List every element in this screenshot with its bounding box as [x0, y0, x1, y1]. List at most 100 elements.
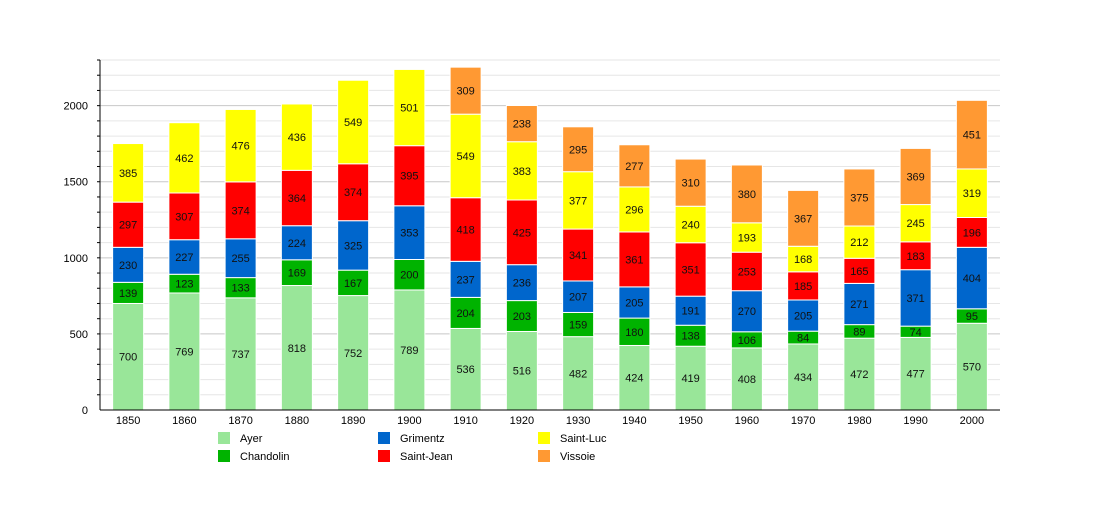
data-label: 536	[456, 364, 474, 376]
data-label: 123	[175, 279, 193, 291]
data-label: 319	[963, 188, 981, 200]
data-label: 200	[400, 270, 418, 282]
data-label: 295	[569, 144, 587, 156]
bar-segment-saint-jean	[787, 271, 820, 301]
x-tick-label: 1920	[510, 415, 534, 427]
x-tick-label: 2000	[960, 415, 984, 427]
bar-segment-saint-luc	[112, 143, 145, 203]
bar-segment-saint-luc	[505, 141, 538, 201]
data-label: 325	[344, 240, 362, 252]
bar-segment-grimentz	[393, 205, 426, 260]
data-label: 230	[119, 260, 137, 272]
data-label: 367	[794, 213, 812, 225]
data-label: 205	[625, 297, 643, 309]
data-label: 436	[288, 132, 306, 144]
bar-segment-vissoie	[562, 126, 595, 173]
bar-segment-saint-luc	[674, 205, 707, 244]
bar-segment-saint-luc	[168, 122, 201, 194]
bar-segment-ayer	[787, 343, 820, 411]
x-tick-label: 1900	[397, 415, 421, 427]
bar-segment-saint-luc	[562, 171, 595, 230]
bar-segment-grimentz	[674, 295, 707, 326]
data-label: 205	[794, 311, 812, 323]
bar-segment-vissoie	[449, 66, 482, 115]
data-label: 351	[681, 264, 699, 276]
bar-segment-saint-luc	[337, 79, 370, 165]
data-label: 310	[681, 178, 699, 190]
legend-label: Vissoie	[560, 451, 595, 463]
x-tick-label: 1860	[172, 415, 196, 427]
data-label: 139	[119, 288, 137, 300]
bar-segment-saint-jean	[337, 163, 370, 222]
bar-segment-saint-jean	[674, 242, 707, 297]
bar-segment-ayer	[505, 330, 538, 411]
y-tick-label: 1500	[64, 177, 88, 189]
bar-segment-saint-luc	[449, 113, 482, 199]
data-label: 138	[681, 331, 699, 343]
x-tick-label: 1940	[622, 415, 646, 427]
legend-label: Saint-Luc	[560, 433, 607, 445]
data-label: 516	[513, 366, 531, 378]
x-tick-label: 1970	[791, 415, 815, 427]
y-tick-label: 0	[82, 405, 88, 417]
data-label: 133	[231, 283, 249, 295]
data-label: 341	[569, 250, 587, 262]
data-label: 462	[175, 153, 193, 165]
bar-segment-saint-luc	[843, 225, 876, 259]
bar-segment-saint-jean	[899, 241, 932, 271]
data-label: 180	[625, 327, 643, 339]
bar-segment-ayer	[449, 327, 482, 411]
data-label: 253	[738, 266, 756, 278]
data-label: 385	[119, 168, 137, 180]
bar-segment-ayer	[224, 297, 257, 411]
bar-segment-grimentz	[899, 269, 932, 327]
bar-segment-vissoie	[674, 158, 707, 207]
bar-segment-vissoie	[618, 144, 651, 188]
data-label: 196	[963, 227, 981, 239]
data-label: 482	[569, 368, 587, 380]
x-tick-label: 1980	[847, 415, 871, 427]
data-label: 277	[625, 161, 643, 173]
bar-segment-saint-luc	[618, 186, 651, 233]
data-label: 371	[906, 293, 924, 305]
legend-swatch	[378, 432, 390, 444]
data-label: 74	[910, 327, 922, 339]
legend-label: Grimentz	[400, 433, 445, 445]
data-label: 752	[344, 348, 362, 360]
bar-segment-saint-luc	[787, 245, 820, 273]
bar-segment-grimentz	[955, 246, 988, 310]
bar-segment-saint-luc	[393, 68, 426, 147]
data-label: 789	[400, 345, 418, 357]
bar-segment-chandolin	[280, 259, 313, 287]
legend-label: Ayer	[240, 433, 263, 445]
data-label: 476	[231, 141, 249, 153]
data-label: 245	[906, 218, 924, 230]
bar-segment-vissoie	[899, 147, 932, 206]
data-label: 159	[569, 320, 587, 332]
bar-segment-saint-luc	[899, 204, 932, 243]
data-label: 769	[175, 346, 193, 358]
x-tick-label: 1870	[228, 415, 252, 427]
bar-segment-saint-jean	[280, 169, 313, 227]
legend-swatch	[218, 450, 230, 462]
data-label: 240	[681, 220, 699, 232]
data-label: 207	[569, 292, 587, 304]
data-label: 364	[288, 193, 306, 205]
data-label: 224	[288, 238, 306, 250]
data-label: 169	[288, 268, 306, 280]
data-label: 434	[794, 372, 812, 384]
data-label: 737	[231, 349, 249, 361]
data-label: 203	[513, 311, 531, 323]
bar-segment-vissoie	[505, 105, 538, 143]
x-tick-label: 1890	[341, 415, 365, 427]
bar-segment-chandolin	[562, 311, 595, 338]
x-tick-label: 1990	[903, 415, 927, 427]
bar-segment-chandolin	[337, 269, 370, 297]
data-label: 193	[738, 233, 756, 245]
bar-segment-saint-luc	[280, 103, 313, 171]
data-label: 185	[794, 281, 812, 293]
data-label: 106	[738, 335, 756, 347]
data-label: 84	[797, 333, 809, 345]
data-label: 501	[400, 103, 418, 115]
